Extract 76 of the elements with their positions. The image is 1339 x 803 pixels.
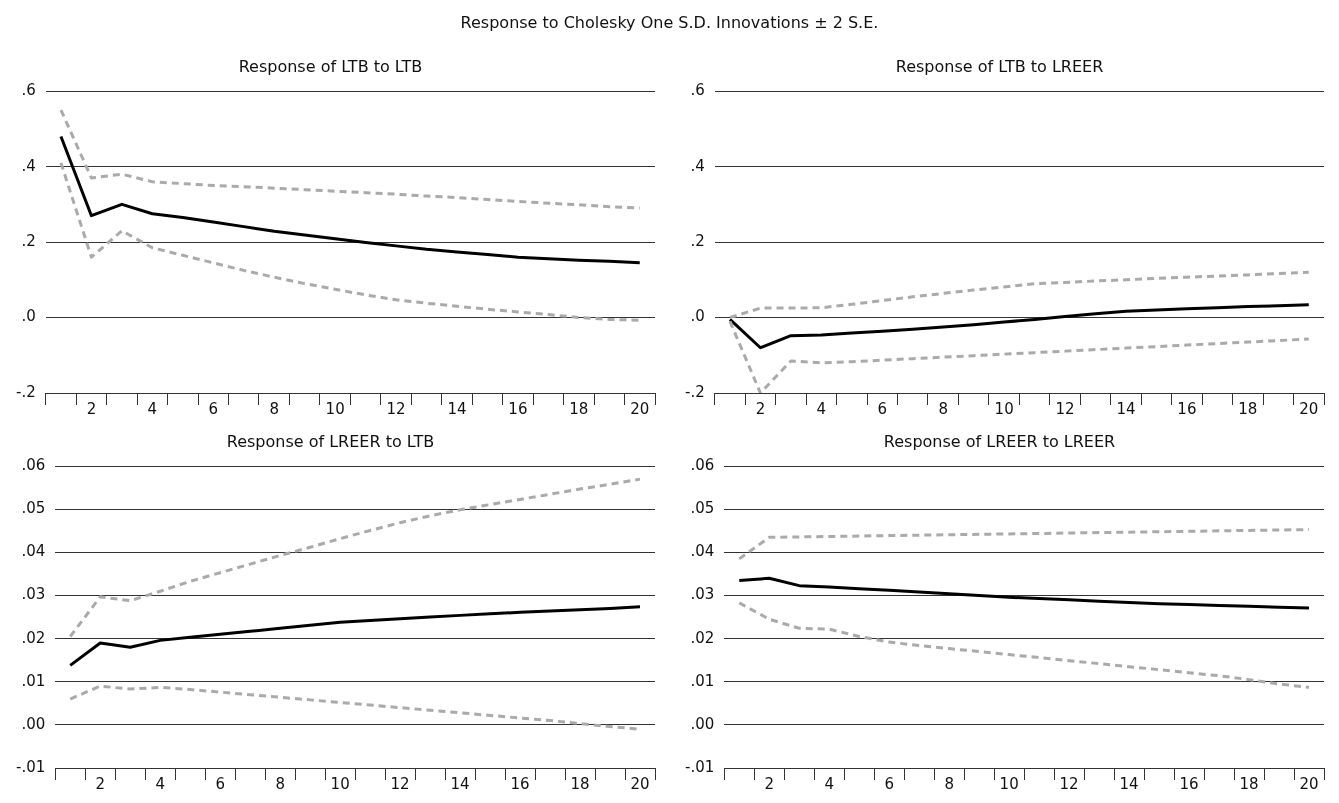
x-tick-label: 4 xyxy=(824,774,834,793)
y-tick-label: .03 xyxy=(21,585,46,604)
y-tick-label: .4 xyxy=(690,156,705,175)
line-series xyxy=(59,161,642,322)
y-tick-label: .05 xyxy=(690,499,715,518)
text: Response to Cholesky One S.D. Innovations ± 2 S.E. xyxy=(460,12,879,32)
x-tick-label: 16 xyxy=(508,399,528,418)
y-tick-label: .2 xyxy=(690,231,705,250)
x-tick-label: 14 xyxy=(1116,399,1136,418)
line-series xyxy=(68,477,642,638)
x-tick-label: 10 xyxy=(994,399,1014,418)
x-tick-label: 16 xyxy=(510,774,530,793)
x-tick-label: 14 xyxy=(1119,774,1139,793)
x-tick-label: 8 xyxy=(944,774,954,793)
x-tick-label: 4 xyxy=(816,399,827,418)
line-series xyxy=(737,601,1311,689)
chart-title: Response of LREER to LTB xyxy=(226,431,435,451)
chart-title: Response of LTB to LTB xyxy=(238,56,423,76)
y-tick-label: .04 xyxy=(690,542,715,561)
y-tick-label: -.01 xyxy=(15,757,46,776)
x-tick-label: 6 xyxy=(884,774,894,793)
x-tick-label: 6 xyxy=(215,774,225,793)
y-tick-label: .4 xyxy=(21,156,36,175)
x-tick-label: 20 xyxy=(1299,399,1319,418)
y-tick-label: .03 xyxy=(690,585,715,604)
x-tick-label: 12 xyxy=(1055,399,1075,418)
x-tick-label: 20 xyxy=(1299,774,1319,793)
chart-title: Response of LTB to LREER xyxy=(895,56,1104,76)
y-tick-label: .06 xyxy=(21,456,46,475)
x-tick-label: 2 xyxy=(755,399,766,418)
y-tick-label: .0 xyxy=(690,307,705,326)
x-tick-label: 18 xyxy=(569,399,589,418)
x-tick-label: 12 xyxy=(390,774,410,793)
x-tick-label: 8 xyxy=(938,399,948,418)
x-tick-label: 2 xyxy=(95,774,106,793)
x-tick-label: 18 xyxy=(1239,774,1259,793)
y-tick-label: .06 xyxy=(690,456,715,475)
x-tick-label: 10 xyxy=(330,774,350,793)
x-tick-label: 18 xyxy=(570,774,590,793)
x-tick-label: 20 xyxy=(630,774,650,793)
x-tick-label: 14 xyxy=(450,774,470,793)
chart-title: Response of LREER to LREER xyxy=(883,431,1116,451)
x-tick-label: 6 xyxy=(208,399,219,418)
y-tick-label: .6 xyxy=(21,81,36,100)
x-tick-label: 10 xyxy=(999,774,1019,793)
x-tick-label: 12 xyxy=(1059,774,1079,793)
y-tick-label: .02 xyxy=(690,628,715,647)
y-tick-label: .00 xyxy=(21,714,46,733)
x-tick-label: 14 xyxy=(447,399,467,418)
x-tick-label: 16 xyxy=(1177,399,1197,418)
y-tick-label: .00 xyxy=(690,714,715,733)
x-tick-label: 18 xyxy=(1238,399,1258,418)
x-tick-label: 16 xyxy=(1179,774,1199,793)
x-tick-label: 8 xyxy=(269,399,279,418)
x-tick-label: 2 xyxy=(86,399,97,418)
y-tick-label: .01 xyxy=(21,671,46,690)
y-tick-label: -.2 xyxy=(15,382,36,401)
y-tick-label: .2 xyxy=(21,231,36,250)
x-tick-label: 20 xyxy=(630,399,650,418)
line-series xyxy=(737,528,1311,561)
x-tick-label: 2 xyxy=(764,774,775,793)
y-tick-label: .02 xyxy=(21,628,46,647)
x-tick-label: 10 xyxy=(325,399,345,418)
y-tick-label: -.01 xyxy=(684,757,715,776)
y-tick-label: .0 xyxy=(21,307,36,326)
line-series xyxy=(59,108,642,210)
x-tick-label: 4 xyxy=(147,399,158,418)
y-tick-label: -.2 xyxy=(684,382,705,401)
x-tick-label: 6 xyxy=(877,399,888,418)
y-tick-label: .01 xyxy=(690,671,715,690)
y-tick-label: .05 xyxy=(21,499,46,518)
x-tick-label: 8 xyxy=(275,774,285,793)
x-tick-label: 4 xyxy=(155,774,165,793)
y-tick-label: .04 xyxy=(21,542,46,561)
y-tick-label: .6 xyxy=(690,81,705,100)
x-tick-label: 12 xyxy=(386,399,406,418)
